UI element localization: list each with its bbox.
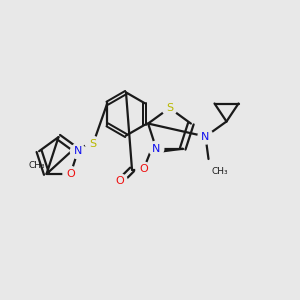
Text: N: N	[152, 144, 160, 154]
Circle shape	[112, 174, 128, 189]
Text: N: N	[201, 131, 210, 142]
Circle shape	[70, 144, 86, 159]
Text: S: S	[166, 103, 173, 113]
Circle shape	[162, 100, 177, 116]
Circle shape	[85, 136, 100, 152]
Text: O: O	[66, 169, 75, 179]
Text: O: O	[116, 176, 124, 187]
Circle shape	[198, 129, 213, 144]
Text: CH₃: CH₃	[28, 161, 45, 170]
Text: S: S	[89, 139, 97, 149]
Text: O: O	[139, 164, 148, 175]
Circle shape	[136, 162, 151, 177]
Text: CH₃: CH₃	[212, 167, 228, 176]
Text: N: N	[74, 146, 82, 156]
Circle shape	[63, 167, 78, 182]
Circle shape	[149, 141, 164, 156]
